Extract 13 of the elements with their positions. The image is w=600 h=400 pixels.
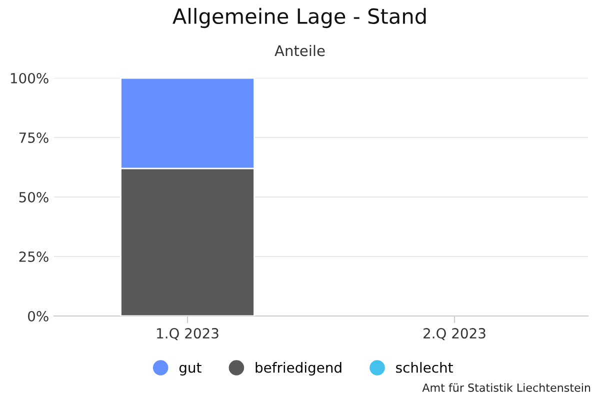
legend-label: befriedigend <box>256 362 342 376</box>
y-tick-label: 0% <box>28 310 48 322</box>
y-tick-label: 75% <box>19 132 48 143</box>
y-tick-label: 100% <box>10 72 48 84</box>
y-tick-label: 25% <box>19 251 48 262</box>
chart-title: Allgemeine Lage - Stand <box>172 8 426 28</box>
x-tick-label: 1.Q 2023 <box>157 328 218 340</box>
y-tick-label: 50% <box>19 192 48 202</box>
legend-label: schlecht <box>396 362 453 373</box>
text: Amt für Statistik Liechtenstein <box>422 383 590 392</box>
x-tick-label: 2.Q 2023 <box>424 328 486 340</box>
legend-label: gut <box>179 362 202 376</box>
chart-subtitle: Anteile <box>274 44 325 56</box>
